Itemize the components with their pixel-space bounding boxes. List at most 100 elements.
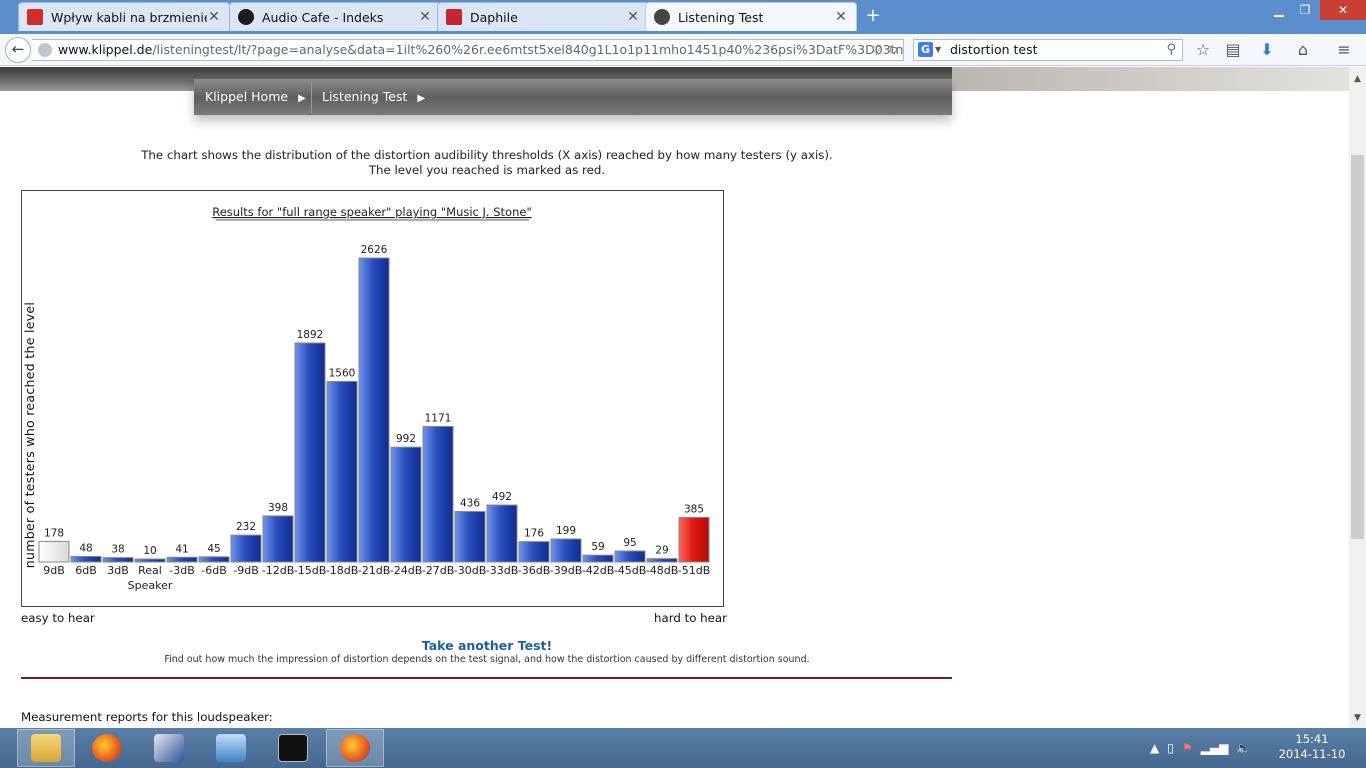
chart-bar: [390, 446, 422, 563]
menu-divider: [311, 83, 312, 113]
bar-value-label: 492: [492, 491, 512, 503]
bar-value-label: 95: [623, 537, 636, 549]
x-tick-label: -48dB: [646, 564, 679, 577]
bar-value-label: 385: [684, 503, 704, 515]
audiocafe-icon: [238, 9, 254, 25]
scrollbar-thumb[interactable]: [1351, 155, 1364, 539]
page-viewport: Klippel Home ▶ Listening Test ▶ The char…: [0, 67, 1349, 728]
menu-listening-test[interactable]: Listening Test ▶: [311, 79, 425, 115]
tab-audiostereo[interactable]: Wpływ kabli na brzmienie -... ✕: [18, 2, 230, 31]
take-another-test-link[interactable]: Take another Test!: [421, 638, 553, 653]
section-divider: [21, 677, 952, 679]
bar-value-label: 1892: [297, 329, 324, 341]
x-tick-label: -24dB: [390, 564, 423, 577]
menu-icon[interactable]: ≡: [1337, 40, 1351, 59]
tab-daphile[interactable]: Daphile ✕: [437, 2, 649, 31]
minimize-button[interactable]: ▁: [1274, 3, 1284, 17]
system-tray: ▲ ▯ ⚑ ▂▄▆ 🔈: [1150, 728, 1251, 768]
x-tick-label: -9dB: [233, 564, 259, 577]
device-icon[interactable]: ▯: [1167, 741, 1174, 755]
x-tick-label: 9dB: [43, 564, 65, 577]
x-tick-label: -27dB: [422, 564, 455, 577]
browser-tab-strip: Wpływ kabli na brzmienie -... ✕ Audio Ca…: [0, 0, 1366, 34]
x-tick-label: -33dB: [486, 564, 519, 577]
x-tick-label: -12dB: [262, 564, 295, 577]
tab-audiocafe[interactable]: Audio Cafe - Indeks ✕: [229, 2, 441, 31]
taskbar-control-panel[interactable]: [202, 729, 260, 767]
reload-icon[interactable]: ↻: [887, 43, 898, 57]
new-tab-button[interactable]: +: [865, 5, 881, 26]
scroll-up-icon[interactable]: ▲: [1354, 74, 1361, 84]
scroll-down-icon[interactable]: ▼: [1354, 713, 1361, 723]
taskbar-firefox[interactable]: [78, 729, 136, 767]
x-tick-label: -18dB: [326, 564, 359, 577]
firefox-active-icon: [340, 734, 370, 762]
x-tick-label: -39dB: [550, 564, 583, 577]
google-icon[interactable]: G: [918, 42, 933, 57]
x-tick-label: -21dB: [358, 564, 391, 577]
clock-date: 2014-11-10: [1278, 747, 1346, 761]
bar-value-label: 48: [79, 542, 92, 554]
tab-title: Audio Cafe - Indeks: [262, 9, 384, 25]
download-icon[interactable]: ⬇: [1260, 40, 1274, 59]
clock-time: 15:41: [1295, 732, 1329, 746]
x-tick-label: -3dB: [169, 564, 195, 577]
network-signal-icon[interactable]: ▂▄▆: [1200, 741, 1229, 755]
chart-bar: [550, 538, 582, 563]
search-value: distortion test: [950, 42, 1038, 57]
volume-icon[interactable]: 🔈: [1236, 741, 1252, 755]
back-button[interactable]: ←: [5, 37, 31, 63]
address-bar[interactable]: www.klippel.de/listeningtest/lt/?page=an…: [32, 39, 904, 61]
taskbar-clock[interactable]: 15:41 2014-11-10: [1274, 732, 1350, 762]
bar-value-label: 1171: [425, 412, 452, 424]
flag-icon[interactable]: ⚑: [1181, 741, 1193, 755]
menu-klippel-home[interactable]: Klippel Home ▶: [194, 79, 306, 115]
bar-value-label: 176: [524, 528, 544, 540]
tray-expand-icon[interactable]: ▲: [1150, 741, 1160, 755]
magnifier-icon[interactable]: ⚲: [1166, 42, 1176, 57]
chevron-down-icon[interactable]: ▼: [935, 45, 942, 54]
dropdown-icon[interactable]: ▽: [871, 43, 881, 57]
windows-taskbar: ▲ ▯ ⚑ ▂▄▆ 🔈 15:41 2014-11-10: [0, 728, 1366, 768]
close-icon[interactable]: ✕: [627, 9, 639, 25]
bar-value-label: 10: [143, 545, 156, 557]
search-input[interactable]: G ▼ distortion test ⚲: [913, 39, 1183, 61]
close-icon[interactable]: ✕: [208, 9, 220, 25]
close-icon[interactable]: ✕: [419, 9, 431, 25]
chart-bar: [678, 516, 710, 563]
take-test-description: Find out how much the impression of dist…: [164, 654, 810, 665]
globe-icon: [38, 43, 52, 57]
vertical-scrollbar[interactable]: ▲ ▼: [1349, 67, 1366, 728]
bar-value-label: 29: [655, 545, 668, 557]
bar-value-label: 59: [591, 541, 604, 553]
chart-bar: [614, 550, 646, 563]
x-tick-label: -51dB: [678, 564, 711, 577]
chart-bar: [358, 257, 390, 563]
daphile-icon: [446, 9, 462, 25]
tab-listening-test[interactable]: Listening Test ✕: [645, 2, 857, 31]
tab-title: Listening Test: [678, 9, 764, 25]
taskbar-cmd[interactable]: [264, 729, 322, 767]
results-chart: Results for "full range speaker" playing…: [21, 190, 724, 607]
intro-text-red-note: The level you reached is marked as red.: [368, 163, 606, 177]
maximize-button[interactable]: ❐: [1299, 3, 1311, 17]
close-icon[interactable]: ✕: [835, 9, 847, 25]
menu-label: Klippel Home: [205, 89, 289, 104]
bookmark-star-icon[interactable]: ☆: [1195, 40, 1211, 59]
klippel-icon: [654, 9, 670, 25]
cmd-icon: [278, 734, 308, 762]
window-close-button[interactable]: ✕: [1320, 0, 1366, 20]
bar-value-label: 199: [556, 525, 576, 537]
bar-value-label: 232: [236, 521, 256, 533]
taskbar-firefox-active[interactable]: [326, 729, 384, 767]
home-icon[interactable]: ⌂: [1297, 40, 1309, 59]
bar-value-label: 436: [460, 498, 480, 510]
taskbar-network-app[interactable]: [140, 729, 198, 767]
bar-value-label: 398: [268, 502, 288, 514]
chart-bar: [326, 380, 358, 563]
easy-to-hear-label: easy to hear: [21, 611, 95, 625]
reading-list-icon[interactable]: ▤: [1225, 40, 1241, 59]
tab-title: Wpływ kabli na brzmienie -...: [51, 9, 207, 25]
taskbar-file-explorer[interactable]: [17, 729, 75, 767]
bar-chart-svg: Results for "full range speaker" playing…: [38, 205, 711, 592]
